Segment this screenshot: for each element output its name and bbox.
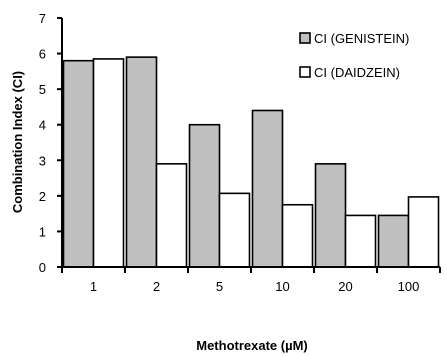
legend: CI (GENISTEIN) CI (DAIDZEIN)	[299, 31, 409, 80]
y-axis-title: Combination Index (CI)	[10, 71, 25, 213]
bar-daidzein	[344, 214, 377, 268]
x-tick-label: 20	[338, 279, 352, 294]
x-axis-title: Methotrexate (µM)	[196, 338, 308, 353]
x-tick-label: 100	[398, 279, 420, 294]
y-ticks-group: 0 1 2 3 4 5 6 7	[39, 11, 62, 275]
bar-genistein	[188, 123, 221, 268]
legend-swatch	[299, 32, 311, 44]
bar-daidzein	[218, 192, 251, 268]
bar-daidzein	[92, 58, 125, 268]
bar-daidzein	[155, 163, 188, 268]
y-tick-label: 5	[39, 82, 46, 97]
bar-daidzein	[407, 196, 440, 268]
bar-genistein	[125, 56, 158, 268]
x-tick-label: 5	[216, 279, 223, 294]
bar-daidzein	[281, 203, 314, 268]
x-tick-label: 10	[275, 279, 289, 294]
y-tick-label: 7	[39, 11, 46, 26]
legend-label: CI (DAIDZEIN)	[314, 65, 400, 80]
x-tick-label: 2	[153, 279, 160, 294]
y-tick-label: 2	[39, 189, 46, 204]
bars-group	[62, 56, 440, 268]
y-tick-label: 0	[39, 260, 46, 275]
bar-genistein	[62, 59, 95, 268]
y-tick-label: 3	[39, 153, 46, 168]
bar-genistein	[251, 109, 284, 268]
y-tick-label: 4	[39, 118, 46, 133]
y-tick-label: 1	[39, 224, 46, 239]
legend-label: CI (GENISTEIN)	[314, 31, 409, 46]
x-tick-label: 1	[90, 279, 97, 294]
x-ticks-group: 1 2 5 10 20 100	[61, 267, 441, 294]
y-tick-label: 6	[39, 47, 46, 62]
bar-genistein	[314, 163, 347, 268]
bar-genistein	[377, 214, 410, 268]
legend-swatch	[299, 66, 311, 78]
